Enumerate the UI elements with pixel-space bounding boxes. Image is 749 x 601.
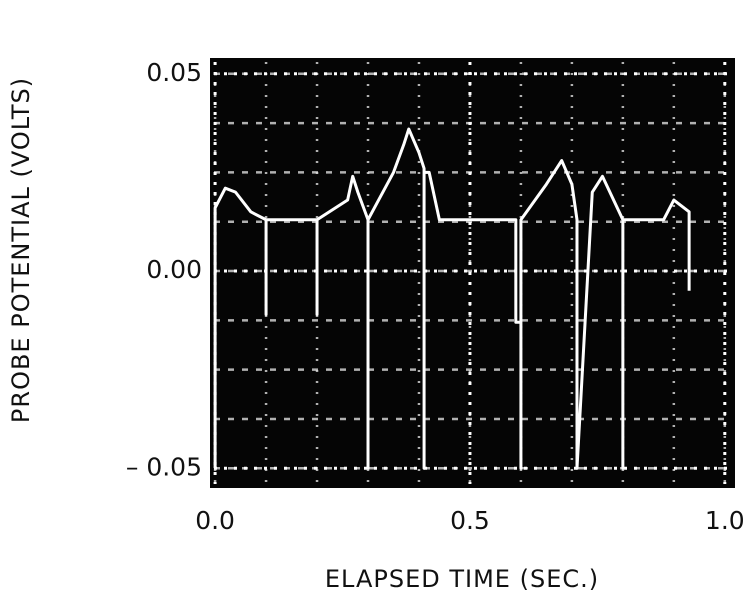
- x-tick-label: 0.0: [195, 506, 235, 535]
- x-tick-label: 0.5: [450, 506, 490, 535]
- y-tick-label: – 0.05: [126, 452, 202, 481]
- page: {"chart_data": {"type": "line", "x_label…: [0, 0, 749, 601]
- y-axis-label: PROBE POTENTIAL (VOLTS): [7, 77, 35, 423]
- y-tick-label: 0.05: [146, 58, 202, 87]
- x-axis-label: ELAPSED TIME (SEC.): [325, 565, 599, 593]
- x-tick-label: 1.0: [705, 506, 745, 535]
- y-tick-label: 0.00: [146, 255, 202, 284]
- chart: ELAPSED TIME (SEC.) PROBE POTENTIAL (VOL…: [0, 0, 749, 601]
